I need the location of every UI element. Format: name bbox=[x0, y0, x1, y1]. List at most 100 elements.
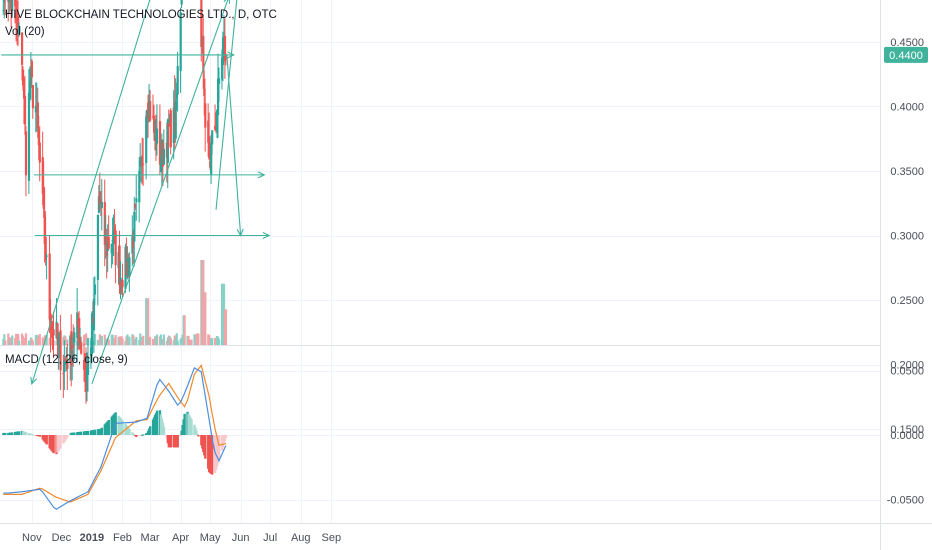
candle-body bbox=[38, 142, 41, 163]
candle-body bbox=[80, 342, 83, 354]
time-tick-label: Feb bbox=[113, 532, 132, 544]
candle-body bbox=[220, 57, 224, 80]
candle-body bbox=[24, 131, 28, 176]
volume-bar bbox=[7, 333, 10, 345]
price-tick-label: 0.2500 bbox=[890, 295, 924, 307]
candle-body bbox=[98, 192, 101, 204]
volume-bar bbox=[155, 334, 159, 345]
candle-body bbox=[166, 119, 169, 163]
macd-histogram-bar bbox=[107, 420, 110, 435]
price-tick-label: 0.3000 bbox=[890, 231, 924, 243]
candle-body bbox=[59, 330, 62, 371]
macd-tick-label: -0.0500 bbox=[887, 495, 924, 507]
time-tick-label: Aug bbox=[291, 532, 311, 544]
candle-body bbox=[152, 115, 156, 133]
volume-bar bbox=[45, 334, 48, 345]
candle-body bbox=[223, 35, 227, 62]
candle-body bbox=[63, 360, 66, 372]
macd-histogram-bar bbox=[195, 430, 198, 435]
candle-body bbox=[8, 0, 11, 2]
macd-histogram-bar bbox=[142, 434, 145, 436]
candle-body bbox=[138, 170, 141, 203]
volume-bar bbox=[187, 335, 190, 345]
trend-line-arrow bbox=[236, 228, 244, 237]
time-tick-label: Sep bbox=[321, 532, 341, 544]
macd-histogram-bar bbox=[73, 432, 76, 435]
current-price-tag-bg bbox=[884, 46, 928, 63]
candle-body bbox=[93, 284, 97, 295]
candle-body bbox=[169, 110, 172, 148]
volume-bar bbox=[197, 333, 200, 345]
volume-bar bbox=[24, 333, 28, 345]
macd-histogram-bar bbox=[4, 432, 7, 435]
candle-body bbox=[203, 78, 206, 97]
volume-bar bbox=[128, 336, 131, 345]
candle-body bbox=[118, 245, 121, 286]
macd-histogram-bar bbox=[45, 435, 48, 445]
candle-body bbox=[44, 237, 47, 261]
candle-body bbox=[133, 211, 136, 242]
candle-body bbox=[66, 360, 69, 370]
price-tick-label: 0.4000 bbox=[890, 102, 924, 114]
time-tick-label: May bbox=[200, 532, 221, 544]
candle-body bbox=[167, 123, 170, 128]
macd-signal-line bbox=[3, 363, 227, 503]
price-tick-label: 0.2000 bbox=[890, 360, 924, 372]
candle-body bbox=[96, 214, 100, 280]
candle-body bbox=[20, 32, 24, 65]
macd-histogram-bar bbox=[11, 432, 14, 435]
volume-legend[interactable]: Vol (20) bbox=[5, 26, 45, 38]
volume-bar bbox=[11, 335, 14, 345]
candle-body bbox=[114, 230, 117, 266]
macd-histogram-bar bbox=[210, 435, 214, 475]
candle-body bbox=[179, 12, 182, 72]
time-axis[interactable]: Nov Dec 2019 Feb Mar Apr May Jun Jul Aug Sep bbox=[22, 532, 341, 544]
candle-body bbox=[45, 255, 48, 257]
volume-bar bbox=[4, 340, 7, 345]
volume-bar bbox=[3, 334, 6, 345]
trend-line[interactable] bbox=[91, 0, 229, 385]
price-tick-label: 0.1500 bbox=[890, 424, 924, 436]
candle-body bbox=[208, 136, 211, 159]
candle-body bbox=[56, 323, 59, 341]
candle-body bbox=[224, 54, 228, 60]
candle-body bbox=[27, 92, 31, 181]
time-tick-label: Mar bbox=[141, 532, 160, 544]
macd-histogram-bar bbox=[66, 435, 69, 438]
macd-axis[interactable]: 0.0500 0.0000 -0.0500 bbox=[887, 366, 924, 507]
trend-line[interactable] bbox=[31, 0, 210, 385]
candlestick-series[interactable] bbox=[2, 0, 228, 404]
trend-line[interactable] bbox=[226, 54, 242, 236]
macd-histogram-bar bbox=[176, 435, 179, 448]
macd-histogram-bar bbox=[224, 435, 228, 439]
candle-body bbox=[134, 204, 137, 208]
time-tick-label: Jun bbox=[232, 532, 250, 544]
volume-bar bbox=[85, 333, 88, 345]
candle-body bbox=[221, 37, 225, 66]
time-tick-label: Nov bbox=[22, 532, 42, 544]
candle-body bbox=[23, 95, 27, 125]
candle-body bbox=[176, 66, 179, 95]
candle-body bbox=[90, 313, 94, 355]
candle-body bbox=[97, 196, 101, 213]
candle-body bbox=[18, 26, 21, 35]
time-tick-label: Dec bbox=[52, 532, 72, 544]
macd-indicator[interactable] bbox=[2, 363, 228, 510]
candle-body bbox=[52, 329, 55, 336]
candle-body bbox=[210, 142, 213, 175]
volume-bar bbox=[18, 340, 21, 345]
candle-body bbox=[107, 236, 110, 249]
candle-body bbox=[216, 110, 219, 132]
price-axis[interactable]: 0.65000.60000.55000.50000.45000.40000.35… bbox=[890, 0, 924, 436]
candle-body bbox=[141, 155, 144, 167]
macd-histogram-bar bbox=[52, 435, 55, 454]
macd-legend[interactable]: MACD (12, 26, close, 9) bbox=[5, 354, 128, 366]
candle-body bbox=[14, 0, 17, 7]
trend-line-arrow bbox=[257, 171, 266, 179]
candle-body bbox=[42, 186, 45, 209]
volume-bar bbox=[149, 336, 152, 345]
trend-line-drawings[interactable] bbox=[1, 0, 271, 386]
trend-line[interactable] bbox=[215, 0, 238, 210]
volume-bar bbox=[142, 335, 145, 345]
